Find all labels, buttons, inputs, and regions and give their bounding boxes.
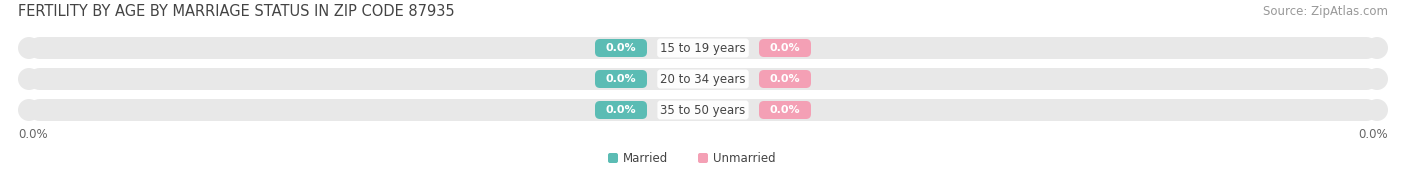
Text: Married: Married <box>623 152 668 164</box>
FancyBboxPatch shape <box>30 99 1376 121</box>
Text: 0.0%: 0.0% <box>18 128 48 141</box>
Text: 0.0%: 0.0% <box>769 74 800 84</box>
Text: 35 to 50 years: 35 to 50 years <box>661 103 745 116</box>
Text: 0.0%: 0.0% <box>606 74 637 84</box>
FancyBboxPatch shape <box>759 101 811 119</box>
FancyBboxPatch shape <box>697 153 709 163</box>
Text: 0.0%: 0.0% <box>769 43 800 53</box>
Text: 0.0%: 0.0% <box>769 105 800 115</box>
FancyBboxPatch shape <box>595 70 647 88</box>
Ellipse shape <box>18 99 39 121</box>
FancyBboxPatch shape <box>30 68 1376 90</box>
Text: Unmarried: Unmarried <box>713 152 776 164</box>
FancyBboxPatch shape <box>595 101 647 119</box>
Ellipse shape <box>18 37 39 59</box>
Ellipse shape <box>1367 37 1388 59</box>
FancyBboxPatch shape <box>759 39 811 57</box>
FancyBboxPatch shape <box>759 70 811 88</box>
Text: 0.0%: 0.0% <box>606 43 637 53</box>
Text: 15 to 19 years: 15 to 19 years <box>661 42 745 54</box>
Ellipse shape <box>1367 68 1388 90</box>
Text: FERTILITY BY AGE BY MARRIAGE STATUS IN ZIP CODE 87935: FERTILITY BY AGE BY MARRIAGE STATUS IN Z… <box>18 4 454 18</box>
Ellipse shape <box>18 68 39 90</box>
Ellipse shape <box>1367 99 1388 121</box>
Text: 20 to 34 years: 20 to 34 years <box>661 73 745 85</box>
FancyBboxPatch shape <box>595 39 647 57</box>
Text: 0.0%: 0.0% <box>606 105 637 115</box>
Text: Source: ZipAtlas.com: Source: ZipAtlas.com <box>1263 5 1388 17</box>
FancyBboxPatch shape <box>30 37 1376 59</box>
Text: 0.0%: 0.0% <box>1358 128 1388 141</box>
FancyBboxPatch shape <box>607 153 619 163</box>
